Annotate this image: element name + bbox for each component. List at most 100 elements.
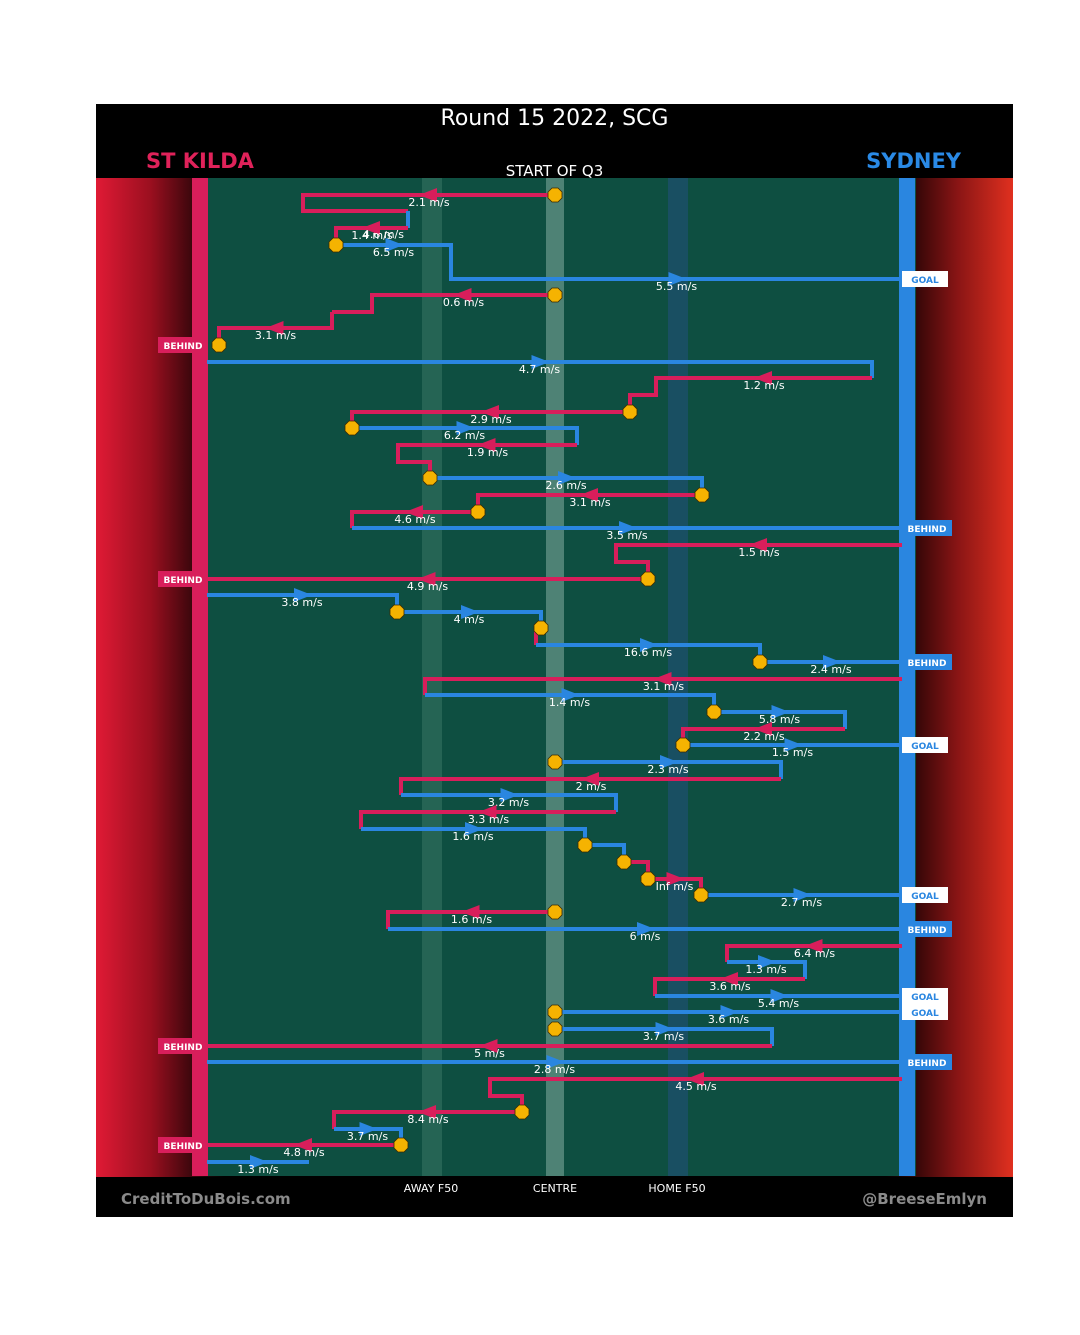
- possession-marker-5: [547, 287, 563, 303]
- speed-label-6: 3.1 m/s: [255, 329, 296, 342]
- direction-arrow-11: [477, 438, 496, 452]
- direction-arrow-9: [481, 405, 499, 419]
- header-band: [96, 104, 1013, 178]
- speed-label-26: 2.2 m/s: [743, 730, 784, 743]
- speed-label-48: 8.4 m/s: [407, 1113, 448, 1126]
- possession-marker-12: [422, 470, 438, 486]
- possession-marker-36: [693, 887, 709, 903]
- speed-label-2: 1.4 m/s: [351, 229, 392, 242]
- speed-label-36: 2.7 m/s: [781, 896, 822, 909]
- possession-marker-37: [547, 904, 563, 920]
- outcome-label-42: GOAL: [911, 993, 939, 1003]
- speed-label-17: 4.9 m/s: [407, 580, 448, 593]
- chain-segment-37: [386, 910, 555, 929]
- direction-arrow-50: [294, 1138, 312, 1152]
- outcome-label-36: GOAL: [911, 892, 939, 902]
- speed-label-40: 1.3 m/s: [745, 963, 786, 976]
- speed-label-11: 1.9 m/s: [467, 446, 508, 459]
- speed-label-0: 2.1 m/s: [408, 196, 449, 209]
- direction-arrow-43: [720, 1005, 739, 1019]
- direction-arrow-48: [418, 1105, 436, 1119]
- outcome-badge-17: [158, 571, 208, 587]
- outcome-badge-27: [902, 737, 948, 753]
- speed-label-16: 1.5 m/s: [738, 546, 779, 559]
- possession-marker-10: [344, 420, 360, 436]
- outcome-label-17: BEHIND: [164, 576, 203, 586]
- speed-label-39: 6.4 m/s: [794, 947, 835, 960]
- possession-end-marker-6: [211, 337, 227, 353]
- direction-arrow-49: [359, 1122, 378, 1136]
- chain-segment-10: [352, 426, 579, 445]
- speed-label-27: 1.5 m/s: [772, 746, 813, 759]
- chart-frame: 2.1 m/s 4.6 m/s 1.4 m/s 6.5 m/s 5.5 m/s GOAL 0…: [96, 104, 1013, 1217]
- speed-label-37: 1.6 m/s: [451, 913, 492, 926]
- direction-arrow-22: [823, 655, 841, 669]
- chain-segment-16: [614, 543, 902, 579]
- speed-label-35: Inf m/s: [656, 880, 694, 893]
- direction-arrow-17: [417, 572, 436, 586]
- possession-marker-0: [547, 187, 563, 203]
- chain-segment-8: [628, 376, 872, 412]
- direction-arrow-47: [686, 1072, 704, 1086]
- speed-label-10: 6.2 m/s: [444, 429, 485, 442]
- direction-arrow-25: [771, 705, 790, 719]
- zone-away-label: AWAY F50: [403, 1182, 459, 1195]
- possession-marker-28: [547, 754, 563, 770]
- speed-label-22: 2.4 m/s: [810, 663, 851, 676]
- speed-label-12: 2.6 m/s: [545, 479, 586, 492]
- possession-marker-27: [675, 737, 691, 753]
- speed-label-14: 4.6 m/s: [394, 513, 435, 526]
- direction-arrow-40: [758, 955, 776, 969]
- direction-arrow-19: [461, 605, 479, 619]
- possession-marker-34: [616, 854, 632, 870]
- outcome-label-6: BEHIND: [164, 342, 203, 352]
- possession-marker-20: [533, 620, 549, 636]
- quarter-label: START OF Q3: [505, 162, 604, 180]
- outcome-label-45: BEHIND: [164, 1043, 203, 1053]
- speed-label-4: 5.5 m/s: [656, 280, 697, 293]
- direction-arrow-23: [653, 672, 672, 686]
- direction-arrow-30: [500, 788, 519, 802]
- direction-arrow-2: [362, 221, 380, 235]
- direction-arrow-5: [453, 288, 472, 302]
- speed-label-32: 1.6 m/s: [452, 830, 493, 843]
- direction-arrow-6: [265, 321, 284, 335]
- st-kilda-goal-line: [192, 178, 208, 1176]
- speed-label-42: 5.4 m/s: [758, 997, 799, 1010]
- speed-label-18: 3.8 m/s: [281, 596, 322, 609]
- speed-label-49: 3.7 m/s: [347, 1130, 388, 1143]
- team-right-name: SYDNEY: [866, 149, 961, 173]
- chain-segment-11: [396, 443, 577, 478]
- outcome-label-50: BEHIND: [164, 1142, 203, 1152]
- possession-marker-22: [752, 654, 768, 670]
- outcome-label-22: BEHIND: [908, 659, 947, 669]
- speed-label-50: 4.8 m/s: [283, 1146, 324, 1159]
- direction-arrow-18: [294, 588, 312, 602]
- chain-segment-31: [359, 810, 616, 829]
- speed-label-8: 1.2 m/s: [743, 379, 784, 392]
- direction-arrow-15: [619, 521, 637, 535]
- speed-label-47: 4.5 m/s: [675, 1080, 716, 1093]
- chain-segment-23: [423, 677, 902, 695]
- possession-marker-33: [577, 837, 593, 853]
- direction-arrow-10: [456, 421, 475, 435]
- direction-arrow-4: [668, 272, 687, 286]
- chain-segment-4: [449, 262, 902, 281]
- direction-arrow-31: [478, 805, 497, 819]
- zone-centre-label: CENTRE: [532, 1182, 578, 1195]
- direction-arrow-42: [770, 989, 789, 1003]
- possession-marker-50: [393, 1137, 409, 1153]
- speed-label-29: 2 m/s: [576, 780, 607, 793]
- chain-segment-47: [488, 1077, 902, 1112]
- zone-home-label: HOME F50: [648, 1182, 706, 1195]
- possession-marker-17: [640, 571, 656, 587]
- chain-segment-40: [727, 960, 807, 979]
- direction-arrow-28: [660, 755, 678, 769]
- chain-chart: 2.1 m/s 4.6 m/s 1.4 m/s 6.5 m/s 5.5 m/s GOAL 0…: [158, 178, 952, 1176]
- possession-marker-13: [694, 487, 710, 503]
- outcome-badge-50: [158, 1137, 208, 1153]
- outcome-label-27: GOAL: [911, 742, 939, 752]
- speed-label-23: 3.1 m/s: [643, 680, 684, 693]
- speed-label-9: 2.9 m/s: [470, 413, 511, 426]
- chain-segment-48: [332, 1110, 522, 1129]
